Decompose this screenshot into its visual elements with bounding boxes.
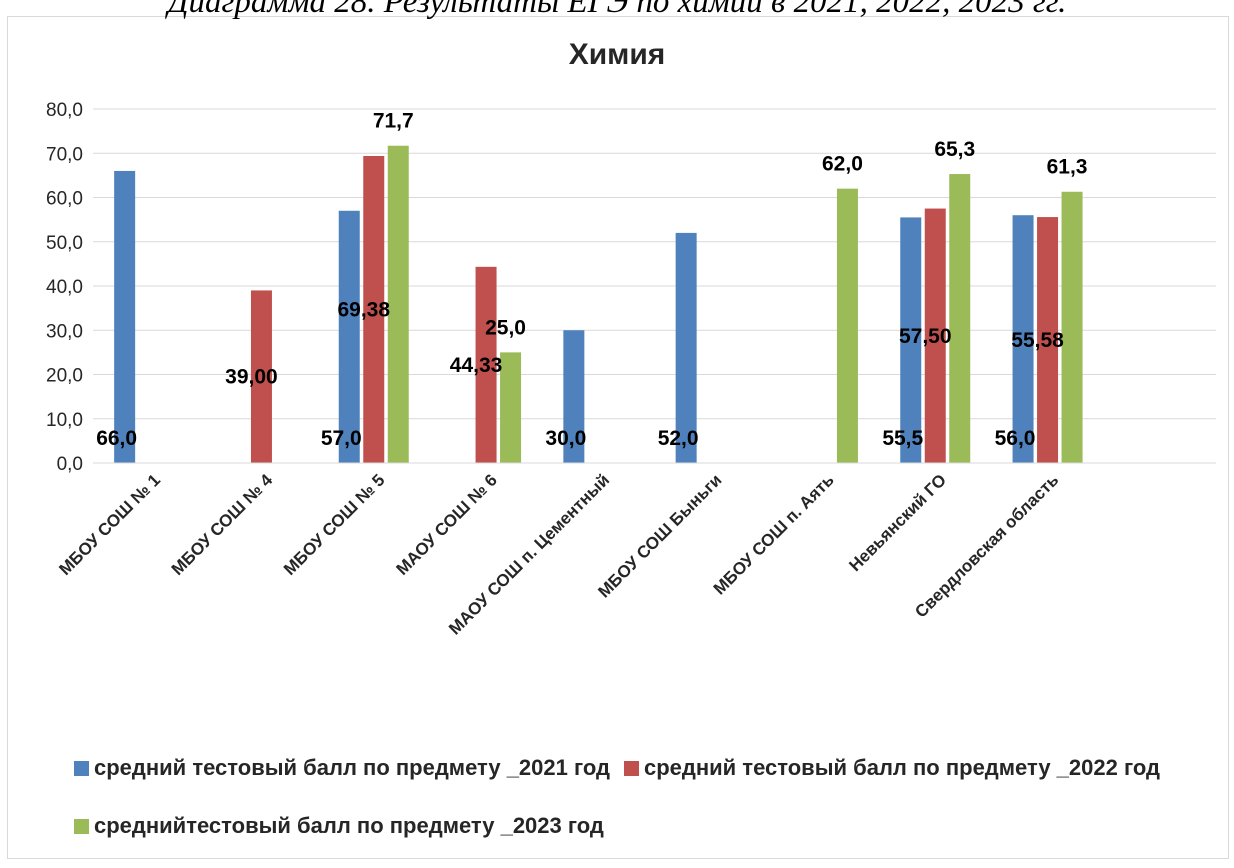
data-label: 66,0 <box>96 427 137 450</box>
data-label: 57,50 <box>899 325 952 348</box>
bar <box>924 208 946 463</box>
legend-label-2023: среднийтестовый балл по предмету _2023 г… <box>94 813 604 838</box>
x-category-label: МАОУ СОШ № 6 <box>392 470 500 578</box>
legend-row-2: среднийтестовый балл по предмету _2023 г… <box>74 810 1234 842</box>
y-tick-label: 10,0 <box>46 410 83 431</box>
bar <box>338 210 360 463</box>
legend-item-2023: среднийтестовый балл по предмету _2023 г… <box>74 813 604 839</box>
x-category-label: Невьянский ГО <box>845 470 950 575</box>
bar <box>1061 191 1083 463</box>
data-label: 62,0 <box>822 153 863 176</box>
legend-row-1: средний тестовый балл по предмету _2021 … <box>74 752 1234 784</box>
bar <box>363 155 385 463</box>
legend-swatch-2021 <box>74 760 89 776</box>
bar <box>250 290 272 463</box>
data-label: 30,0 <box>545 427 586 450</box>
legend-item-2021: средний тестовый балл по предмету _2021 … <box>74 755 610 781</box>
x-category-label: МБОУ СОШ № 5 <box>280 470 389 579</box>
x-category-label: МБОУ СОШ п. Аять <box>710 470 838 598</box>
y-tick-label: 20,0 <box>46 366 83 387</box>
data-label: 44,33 <box>450 354 503 377</box>
legend: средний тестовый балл по предмету _2021 … <box>74 752 1234 868</box>
y-tick-label: 70,0 <box>46 144 83 165</box>
bar <box>387 145 409 464</box>
legend-label-2022: средний тестовый балл по предмету _2022 … <box>643 755 1160 780</box>
bar-chart: 0,0 10,0 20,0 30,0 40,0 50,0 60,0 70,0 80,0 МБОУ … <box>46 100 1216 638</box>
y-tick-label: 80,0 <box>46 100 83 121</box>
data-label: 25,0 <box>485 316 526 339</box>
y-tick-label: 40,0 <box>46 277 83 298</box>
data-label: 56,0 <box>995 427 1036 450</box>
bar <box>836 188 858 463</box>
bar <box>900 217 922 463</box>
bar <box>675 232 697 463</box>
bar <box>1037 217 1059 463</box>
data-label: 39,00 <box>225 366 278 389</box>
x-category-label: МБОУ СОШ № 1 <box>55 470 164 579</box>
bar <box>475 266 497 463</box>
legend-item-2022: средний тестовый балл по предмету _2022 … <box>623 755 1160 781</box>
data-label: 65,3 <box>934 138 975 161</box>
y-tick-label: 50,0 <box>46 233 83 254</box>
x-category-label: МБОУ СОШ Быньги <box>594 470 725 601</box>
chart-title: Химия <box>568 38 666 71</box>
legend-swatch-2023 <box>74 818 89 834</box>
data-label: 55,58 <box>1011 329 1064 352</box>
bar <box>563 330 585 463</box>
bar <box>949 174 971 464</box>
data-label: 55,5 <box>882 427 923 450</box>
legend-swatch-2022 <box>623 760 639 776</box>
data-label: 61,3 <box>1047 156 1088 179</box>
y-tick-label: 0,0 <box>57 454 83 475</box>
data-label: 71,7 <box>373 110 414 133</box>
figure-caption: Диаграмма 28. Результаты ЕГЭ по химии в … <box>167 0 1067 20</box>
bar <box>500 352 522 463</box>
y-tick-label: 30,0 <box>46 321 83 342</box>
x-category-label: МБОУ СОШ № 4 <box>168 470 277 579</box>
y-tick-label: 60,0 <box>46 189 83 210</box>
legend-label-2021: средний тестовый балл по предмету _2021 … <box>94 755 610 780</box>
data-label: 69,38 <box>337 298 390 321</box>
bar <box>1012 215 1034 463</box>
bar <box>114 170 136 463</box>
data-label: 52,0 <box>658 427 699 450</box>
data-label: 57,0 <box>321 427 362 450</box>
